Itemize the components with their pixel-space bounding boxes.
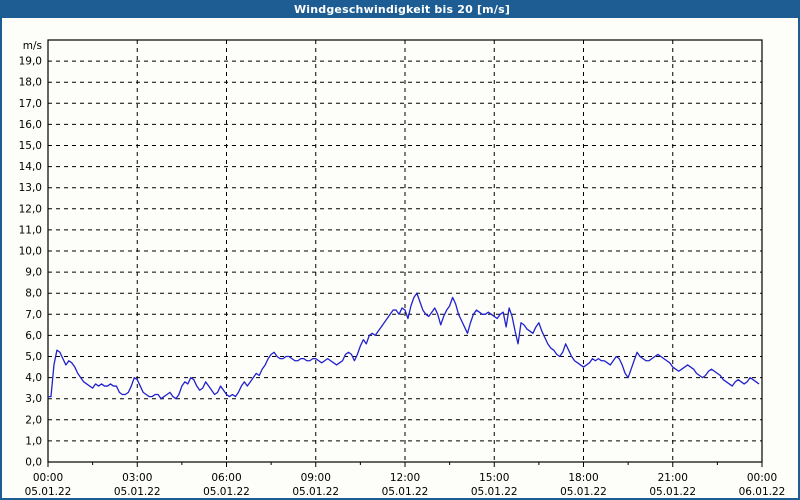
y-axis-unit-label: m/s: [23, 40, 42, 52]
x-tick-time: 00:00: [747, 472, 777, 484]
x-tick-date: 05.01.22: [649, 486, 696, 498]
y-tick-label: 6,0: [25, 330, 42, 342]
y-tick-label: 18,0: [19, 77, 42, 89]
x-tick-date: 05.01.22: [203, 486, 250, 498]
x-tick-time: 15:00: [479, 472, 509, 484]
y-tick-label: 1,0: [25, 435, 42, 447]
x-tick-time: 09:00: [301, 472, 331, 484]
y-tick-label: 5,0: [25, 351, 42, 363]
wind-speed-series-line: [48, 292, 760, 400]
y-tick-label: 14,0: [19, 161, 42, 173]
y-tick-label: 15,0: [19, 140, 42, 152]
y-tick-label: 16,0: [19, 119, 42, 131]
y-axis-tick-labels: 0,0 1,0 2,0 3,0 4,0 5,0 6,0 7,0 8,0 9,0 10,0 11,0 12…: [19, 56, 42, 469]
wind-speed-line-chart: 0,0 1,0 2,0 3,0 4,0 5,0 6,0 7,0 8,0 9,0 10,0 11,0 12…: [19, 39, 786, 498]
x-tick-date: 05.01.22: [471, 486, 518, 498]
x-axis-tick-labels: 00:00 05.01.22 03:00 05.01.22 06:00 05.01.22 0…: [25, 472, 786, 498]
y-tick-label: 9,0: [25, 267, 42, 279]
x-tick-time: 18:00: [568, 472, 598, 484]
y-tick-label: 10,0: [19, 246, 42, 258]
x-tick-date: 05.01.22: [114, 486, 161, 498]
gridlines: [48, 40, 762, 462]
chart-plot-area: 0,0 1,0 2,0 3,0 4,0 5,0 6,0 7,0 8,0 9,0 10,0 11,0 12…: [2, 18, 798, 498]
x-tick-date: 05.01.22: [382, 486, 429, 498]
y-tick-label: 8,0: [25, 288, 42, 300]
x-tick-time: 21:00: [658, 472, 688, 484]
y-tick-label: 0,0: [25, 457, 42, 469]
y-tick-label: 4,0: [25, 372, 42, 384]
page-title: Windgeschwindigkeit bis 20 [m/s]: [293, 2, 511, 16]
y-tick-label: 12,0: [19, 203, 42, 215]
x-tick-date: 06.01.22: [739, 486, 786, 498]
x-tick-time: 03:00: [122, 472, 152, 484]
y-tick-label: 13,0: [19, 182, 42, 194]
y-tick-label: 3,0: [25, 393, 42, 405]
x-tick-time: 06:00: [211, 472, 241, 484]
window-title-bar: Windgeschwindigkeit bis 20 [m/s]: [2, 0, 800, 18]
y-tick-label: 19,0: [19, 56, 42, 68]
x-tick-date: 05.01.22: [560, 486, 607, 498]
y-tick-label: 11,0: [19, 224, 42, 236]
x-tick-time: 00:00: [33, 472, 63, 484]
plot-frame: [47, 39, 763, 467]
x-tick-date: 05.01.22: [25, 486, 72, 498]
y-tick-label: 2,0: [25, 414, 42, 426]
x-tick-date: 05.01.22: [292, 486, 339, 498]
y-tick-label: 17,0: [19, 98, 42, 110]
y-tick-label: 7,0: [25, 309, 42, 321]
x-tick-time: 12:00: [390, 472, 420, 484]
